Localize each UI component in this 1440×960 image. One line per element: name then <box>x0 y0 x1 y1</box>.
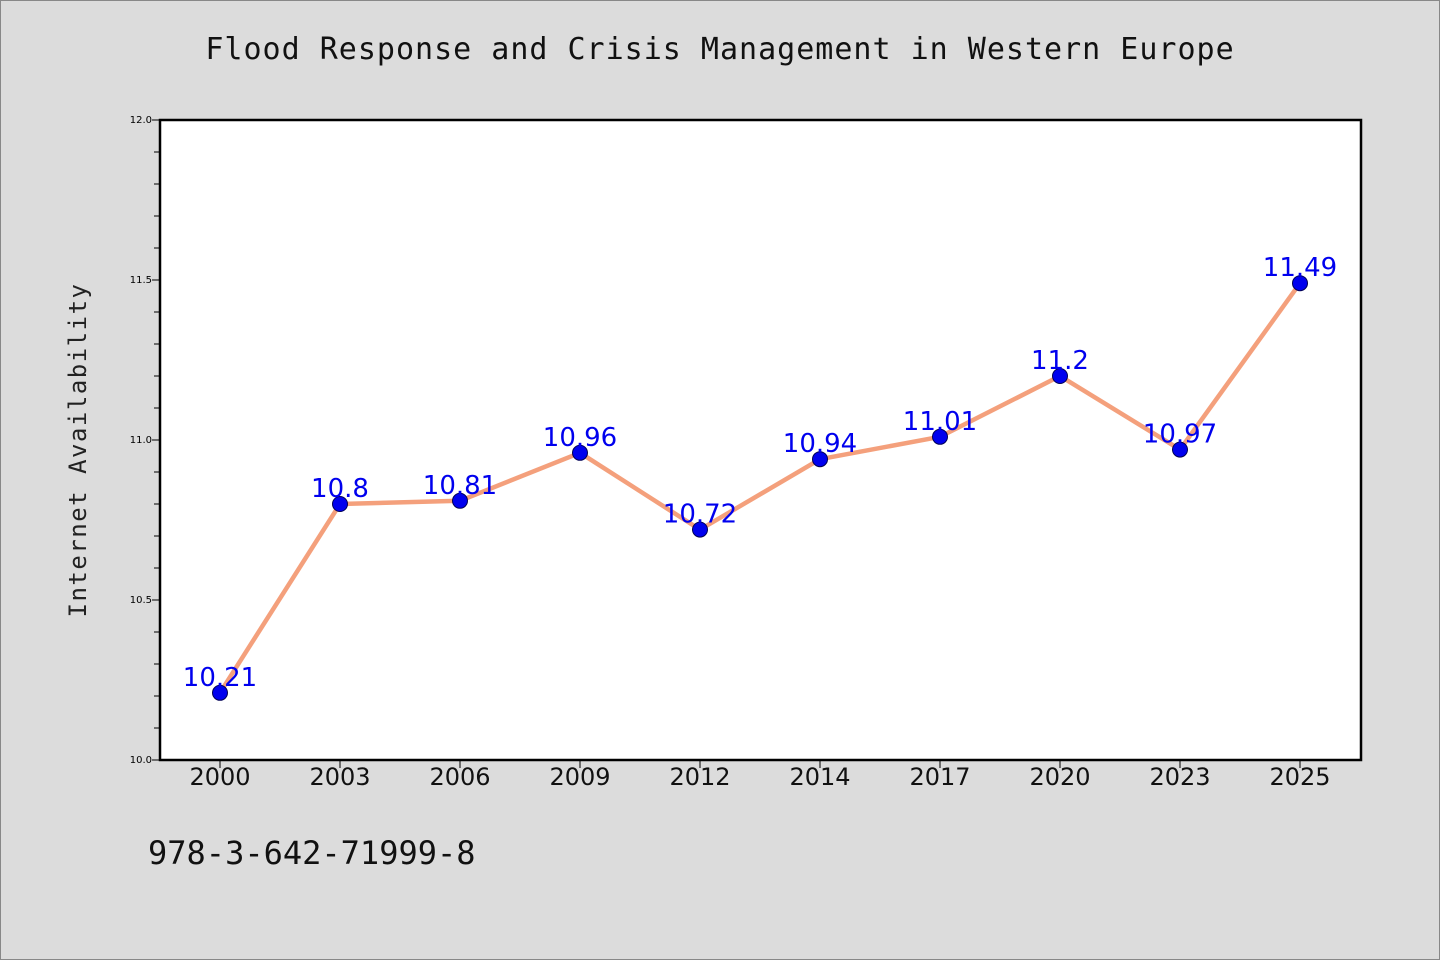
data-point-marker <box>1292 275 1308 292</box>
data-point-marker <box>1052 368 1068 384</box>
x-tick-label: 2025 <box>1269 763 1330 791</box>
data-point-marker <box>212 684 228 701</box>
data-point-label: 10.8 <box>311 474 369 504</box>
x-tick-label: 2020 <box>1029 763 1090 791</box>
data-point-marker <box>932 428 948 445</box>
data-point-marker <box>572 444 588 461</box>
data-point-marker <box>1172 441 1188 458</box>
x-tick-label: 2003 <box>309 763 370 791</box>
data-point-marker <box>452 492 468 509</box>
y-tick-label: 11.5 <box>130 275 152 286</box>
y-tick-label: 11.0 <box>130 435 152 446</box>
data-point-label: 11.01 <box>903 407 977 437</box>
x-tick-label: 2017 <box>909 763 970 791</box>
x-tick-label: 2014 <box>789 763 850 791</box>
data-markers <box>212 275 1308 701</box>
x-tick-label: 2000 <box>189 763 250 791</box>
data-point-marker <box>692 521 708 538</box>
data-point-marker <box>812 451 828 468</box>
x-tick-label: 2012 <box>669 763 730 791</box>
x-tick-label: 2006 <box>429 763 490 791</box>
data-point-label: 10.96 <box>543 423 617 453</box>
data-point-marker <box>332 496 348 512</box>
data-point-label: 11.49 <box>1263 253 1337 283</box>
chart-title: Flood Response and Crisis Management in … <box>205 32 1235 67</box>
data-point-label: 10.72 <box>663 500 737 530</box>
data-point-label: 11.2 <box>1031 346 1089 376</box>
isbn-text: 978-3-642-71999-8 <box>148 834 476 872</box>
data-point-label: 10.21 <box>183 663 257 693</box>
y-axis: 10.0 10.5 11.0 11.5 12.0 <box>130 115 160 766</box>
data-point-label: 10.81 <box>423 471 497 501</box>
y-tick-label: 10.0 <box>130 755 152 766</box>
series-line <box>218 281 1302 695</box>
x-tick-label: 2009 <box>549 763 610 791</box>
data-point-label: 10.94 <box>783 429 857 459</box>
y-tick-label: 10.5 <box>130 595 152 606</box>
data-point-label: 10.97 <box>1143 420 1217 450</box>
y-tick-label: 12.0 <box>130 115 152 126</box>
x-tick-label: 2023 <box>1149 763 1210 791</box>
data-labels: 10.21 10.8 10.81 10.96 10.72 10.94 11.01 11.2 10… <box>183 253 1337 693</box>
x-axis: 2000 2003 2006 2009 2012 2014 2017 2020 2023 2025 <box>189 760 1331 791</box>
